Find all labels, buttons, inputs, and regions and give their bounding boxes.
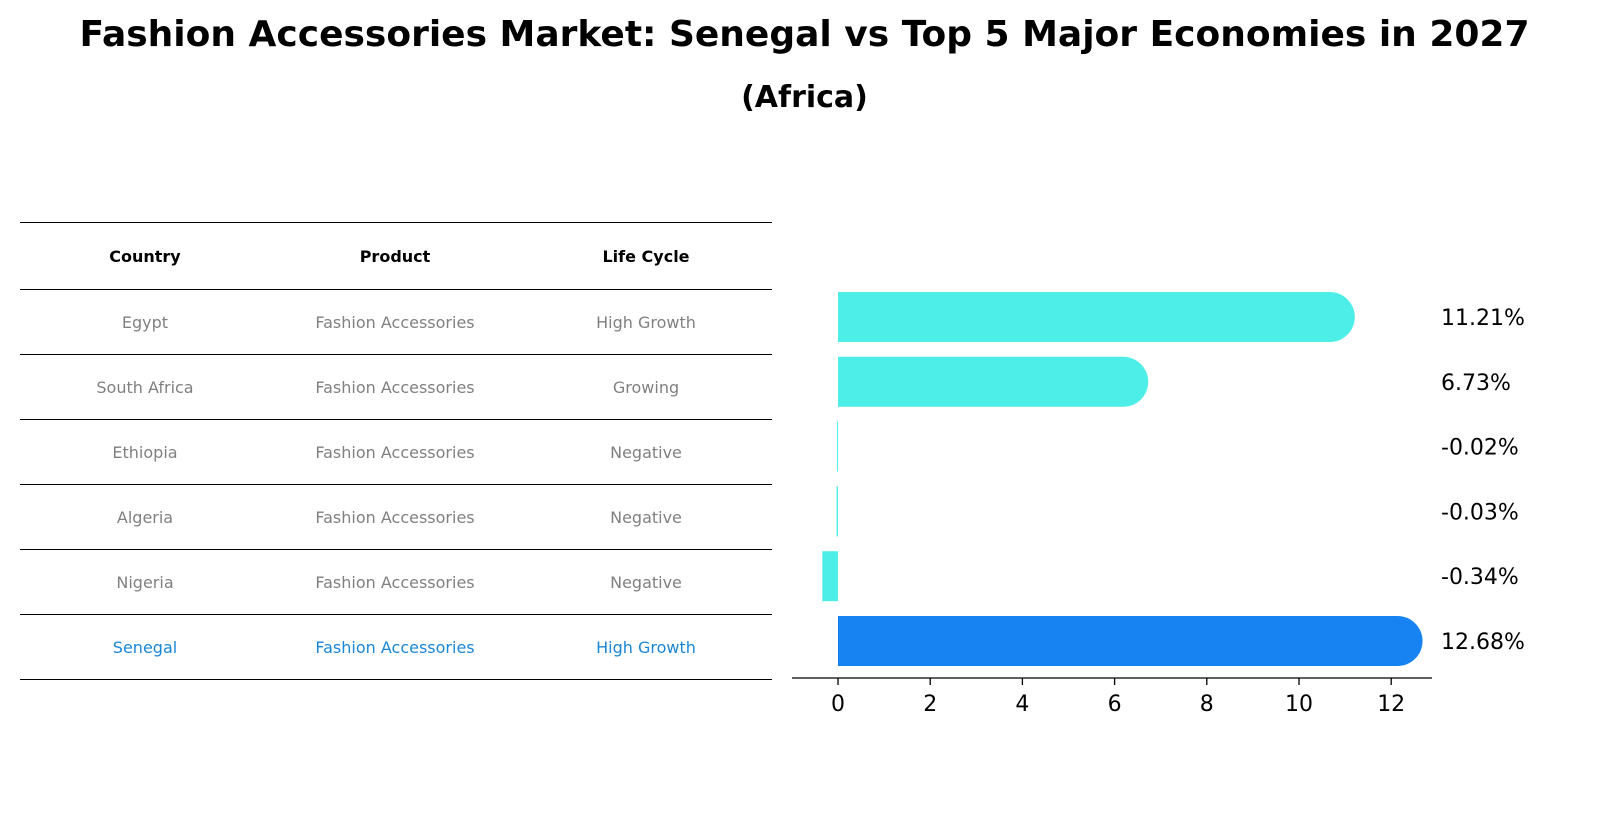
value-label: -0.02%	[1441, 436, 1519, 461]
table-row: Ethiopia Fashion Accessories Negative	[20, 420, 772, 485]
product-cell: Fashion Accessories	[315, 507, 475, 527]
table-row-highlight: Senegal Fashion Accessories High Growth	[20, 615, 772, 680]
country-cell: Nigeria	[116, 572, 174, 592]
bar-chart: 11.21% 6.73% -0.02% -0.03% -0.34% 12.68% 0 2 4 6 8…	[792, 292, 1525, 717]
country-table: Country Product Life Cycle Egypt Fashion…	[20, 222, 772, 680]
life-cycle-cell: Growing	[612, 377, 680, 397]
bar-algeria	[836, 486, 838, 537]
product-cell: Fashion Accessories	[315, 572, 475, 592]
table-header-row: Country Product Life Cycle	[20, 222, 772, 290]
x-tick-label: 4	[1015, 692, 1029, 717]
product-cell: Fashion Accessories	[315, 637, 475, 657]
country-cell: South Africa	[96, 377, 194, 397]
life-cycle-cell: Negative	[610, 507, 682, 527]
bar-south-africa	[838, 356, 1149, 407]
country-cell: Algeria	[116, 507, 174, 527]
value-label: 6.73%	[1441, 371, 1511, 396]
x-tick-label: 12	[1377, 692, 1405, 717]
bar-nigeria	[822, 551, 838, 602]
x-tick-label: 10	[1285, 692, 1313, 717]
x-tick-label: 6	[1108, 692, 1122, 717]
x-tick-label: 2	[923, 692, 937, 717]
bar-ethiopia	[837, 421, 839, 472]
life-cycle-cell: Negative	[610, 572, 682, 592]
value-label: 11.21%	[1441, 306, 1525, 331]
bar-egypt	[838, 292, 1355, 342]
bar-senegal	[838, 616, 1423, 666]
life-cycle-cell: High Growth	[596, 312, 696, 332]
value-label: 12.68%	[1441, 630, 1525, 655]
header-life-cycle: Life Cycle	[602, 246, 690, 266]
table-row: Algeria Fashion Accessories Negative	[20, 485, 772, 550]
product-cell: Fashion Accessories	[315, 312, 475, 332]
value-label: -0.34%	[1441, 565, 1519, 590]
value-label: -0.03%	[1441, 500, 1519, 525]
country-cell: Ethiopia	[112, 442, 178, 462]
chart-title: Fashion Accessories Market: Senegal vs T…	[79, 14, 1530, 55]
table-row: Nigeria Fashion Accessories Negative	[20, 550, 772, 615]
x-tick-label: 8	[1200, 692, 1214, 717]
product-cell: Fashion Accessories	[315, 377, 475, 397]
table-row: South Africa Fashion Accessories Growing	[20, 355, 772, 420]
header-country: Country	[109, 246, 181, 266]
chart-subtitle: (Africa)	[741, 80, 868, 115]
table-row: Egypt Fashion Accessories High Growth	[20, 290, 772, 355]
x-tick-label: 0	[831, 692, 845, 717]
life-cycle-cell: High Growth	[596, 637, 696, 657]
country-cell: Senegal	[112, 637, 178, 657]
header-product: Product	[359, 246, 431, 266]
life-cycle-cell: Negative	[610, 442, 682, 462]
country-cell: Egypt	[121, 312, 169, 332]
product-cell: Fashion Accessories	[315, 442, 475, 462]
